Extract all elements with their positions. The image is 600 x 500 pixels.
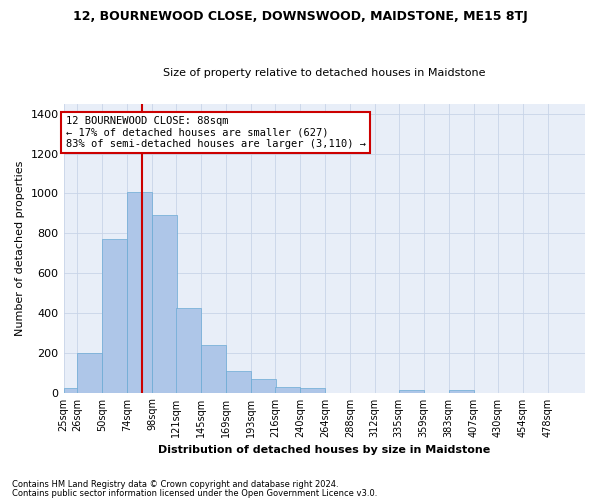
Bar bbox=[127, 192, 152, 392]
Bar bbox=[77, 352, 102, 393]
Bar bbox=[152, 216, 177, 392]
Text: Contains public sector information licensed under the Open Government Licence v3: Contains public sector information licen… bbox=[12, 489, 377, 498]
Text: Contains HM Land Registry data © Crown copyright and database right 2024.: Contains HM Land Registry data © Crown c… bbox=[12, 480, 338, 489]
X-axis label: Distribution of detached houses by size in Maidstone: Distribution of detached houses by size … bbox=[158, 445, 490, 455]
Bar bbox=[226, 370, 251, 392]
Bar bbox=[64, 388, 89, 392]
Bar bbox=[300, 388, 325, 392]
Bar bbox=[398, 390, 424, 392]
Bar bbox=[176, 308, 201, 392]
Bar bbox=[251, 378, 276, 392]
Bar bbox=[275, 386, 300, 392]
Bar bbox=[201, 346, 226, 393]
Text: 12 BOURNEWOOD CLOSE: 88sqm
← 17% of detached houses are smaller (627)
83% of sem: 12 BOURNEWOOD CLOSE: 88sqm ← 17% of deta… bbox=[65, 116, 365, 149]
Title: Size of property relative to detached houses in Maidstone: Size of property relative to detached ho… bbox=[163, 68, 485, 78]
Bar bbox=[102, 239, 127, 392]
Text: 12, BOURNEWOOD CLOSE, DOWNSWOOD, MAIDSTONE, ME15 8TJ: 12, BOURNEWOOD CLOSE, DOWNSWOOD, MAIDSTO… bbox=[73, 10, 527, 23]
Bar bbox=[449, 390, 473, 392]
Y-axis label: Number of detached properties: Number of detached properties bbox=[15, 160, 25, 336]
